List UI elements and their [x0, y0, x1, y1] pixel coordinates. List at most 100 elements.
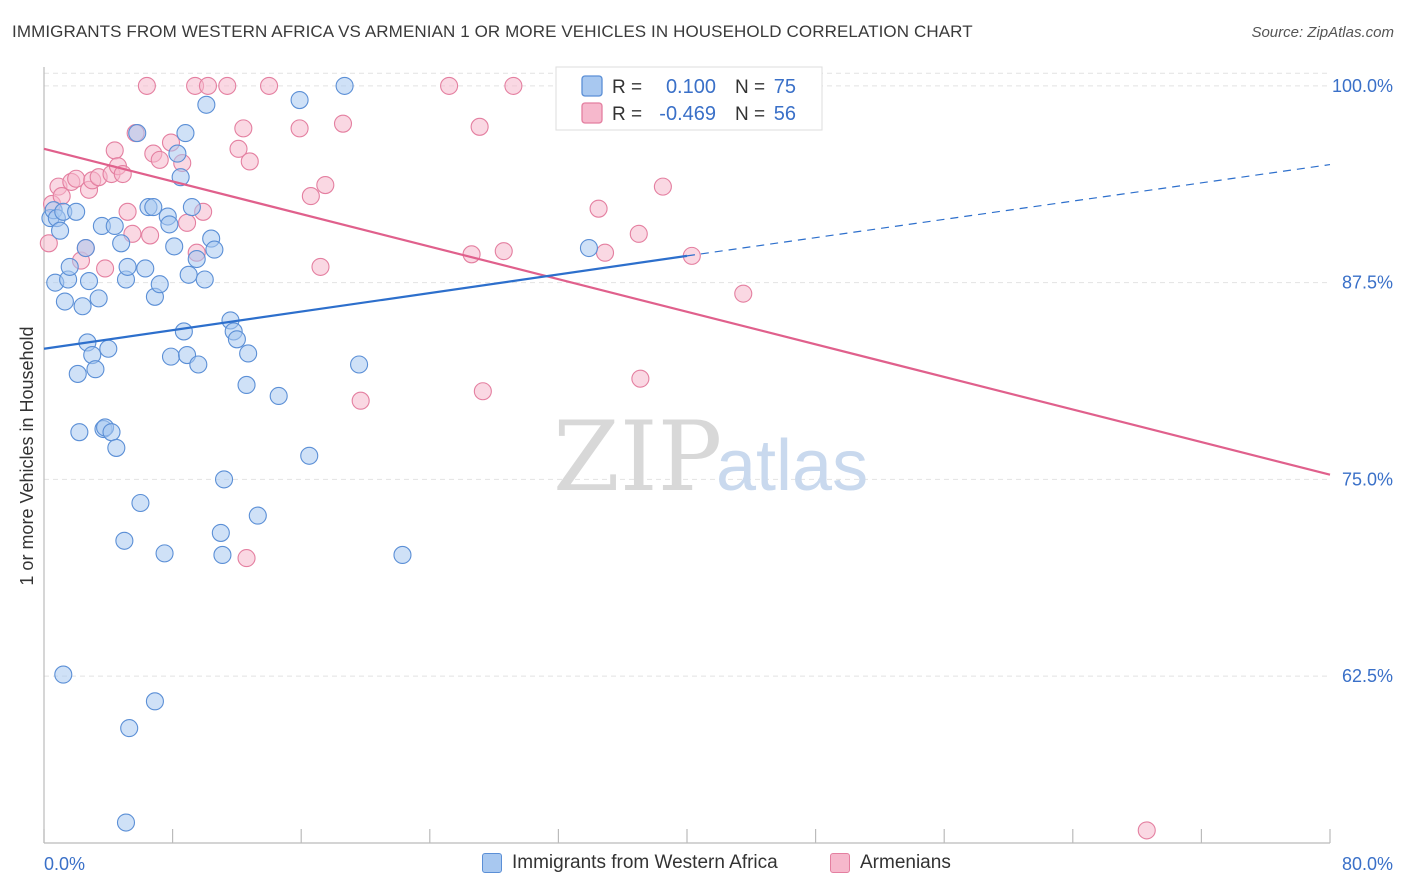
western-africa-trend-extension — [686, 163, 1331, 257]
armenians-trend-line — [43, 147, 1331, 476]
grid — [44, 72, 1330, 677]
armenians-point — [198, 76, 218, 95]
armenians-point — [218, 76, 237, 95]
armenians-point — [462, 245, 481, 264]
western-africa-point — [73, 297, 92, 316]
western-africa-point — [136, 259, 155, 278]
western-africa-point — [86, 360, 105, 379]
armenians-point — [96, 259, 115, 278]
western-africa-point — [248, 506, 267, 525]
western-africa-point — [168, 144, 187, 163]
stats-legend-box: R = 0.100 N = 75 R = -0.469 N = 56 — [555, 66, 823, 131]
stats-n-label: N = — [735, 77, 765, 98]
western-africa-point — [60, 257, 79, 276]
armenians-point — [259, 76, 279, 95]
western-africa-point — [55, 292, 74, 311]
y-tick-label: 100.0% — [1332, 76, 1393, 96]
western-africa-point — [197, 95, 216, 114]
western-africa-point — [89, 289, 108, 308]
armenians-point — [311, 257, 330, 276]
western-africa-point — [128, 124, 147, 143]
western-africa-point — [70, 423, 89, 442]
western-africa-point — [205, 240, 224, 259]
western-africa-trend-line — [43, 254, 688, 350]
armenians-point — [290, 119, 309, 138]
legend-swatch-armenians — [830, 853, 850, 873]
western-africa-point — [579, 238, 598, 258]
western-africa-point — [290, 91, 309, 110]
armenians-point — [333, 114, 353, 133]
western-africa-point — [335, 76, 354, 95]
western-africa-point — [300, 446, 319, 465]
western-africa-point — [116, 813, 136, 832]
armenians-point — [234, 119, 253, 138]
armenians-point — [653, 177, 672, 196]
y-tick-label: 62.5% — [1342, 666, 1393, 686]
western-africa-point — [211, 523, 230, 542]
armenians-point — [150, 150, 169, 169]
western-africa-point — [189, 355, 208, 374]
armenians-point — [118, 202, 137, 221]
y-tick-label: 75.0% — [1342, 469, 1393, 489]
stats-r-value-western-africa: 0.100 — [666, 76, 716, 98]
y-tick-label: 87.5% — [1342, 273, 1393, 293]
armenians-point — [105, 141, 124, 160]
western-africa-point — [214, 470, 234, 489]
western-africa-point — [102, 423, 121, 442]
armenians-point — [1137, 821, 1156, 840]
western-africa-point — [195, 270, 214, 289]
western-africa-point — [99, 339, 118, 358]
armenians-point — [351, 391, 370, 410]
legend-label-western-africa: Immigrants from Western Africa — [512, 852, 778, 873]
western-africa-point — [227, 330, 246, 349]
x-tick-label-min: 0.0% — [44, 854, 85, 874]
chart-source: Source: ZipAtlas.com — [1251, 24, 1394, 41]
armenians-point — [629, 224, 648, 243]
western-africa-point — [182, 198, 201, 217]
trend-lines — [43, 147, 1331, 476]
western-africa-point — [115, 531, 134, 550]
legend-item-armenians[interactable]: Armenians — [830, 852, 951, 874]
western-africa-point — [144, 198, 163, 217]
stats-r-label: R = — [612, 104, 642, 125]
western-africa-point — [165, 237, 184, 256]
western-africa-point — [105, 216, 124, 236]
western-africa-point — [51, 221, 70, 240]
armenians-point — [504, 76, 523, 95]
armenians-point — [137, 76, 156, 95]
legend-item-western-africa[interactable]: Immigrants from Western Africa — [482, 852, 778, 874]
western-africa-point — [131, 493, 150, 513]
western-africa-point — [160, 215, 179, 234]
legend-swatch-western-africa — [482, 853, 502, 873]
western-africa-point — [174, 322, 193, 341]
western-africa-point — [239, 344, 258, 363]
armenians-point — [141, 226, 160, 245]
armenians-point — [440, 76, 459, 95]
western-africa-point — [107, 438, 126, 457]
x-tick-labels: 0.0% 80.0% — [44, 854, 1393, 874]
western-africa-point — [54, 665, 73, 684]
x-tick-label-max: 80.0% — [1342, 854, 1393, 874]
stats-r-value-armenians: -0.469 — [659, 103, 716, 125]
western-africa-point — [118, 257, 137, 276]
armenians-point — [494, 242, 513, 261]
western-africa-point — [155, 544, 174, 563]
western-africa-point — [237, 375, 256, 395]
western-africa-point — [67, 202, 86, 221]
armenians-point — [631, 369, 650, 388]
chart-title: IMMIGRANTS FROM WESTERN AFRICA VS ARMENI… — [12, 22, 973, 41]
western-africa-point — [269, 386, 288, 406]
axes — [43, 67, 1331, 844]
y-tick-labels: 62.5% 75.0% 87.5% 100.0% — [1332, 76, 1393, 686]
western-africa-point — [350, 355, 369, 374]
western-africa-point — [76, 238, 95, 258]
western-africa-point — [150, 275, 169, 294]
western-africa-point — [68, 364, 87, 383]
armenians-point — [470, 117, 489, 136]
western-africa-point — [393, 545, 412, 565]
western-africa-point — [176, 124, 195, 143]
armenians-point — [178, 213, 197, 232]
y-axis-label: 1 or more Vehicles in Household — [17, 326, 37, 585]
watermark-zip: ZIP — [553, 401, 722, 513]
stats-swatch-armenians — [581, 102, 603, 124]
